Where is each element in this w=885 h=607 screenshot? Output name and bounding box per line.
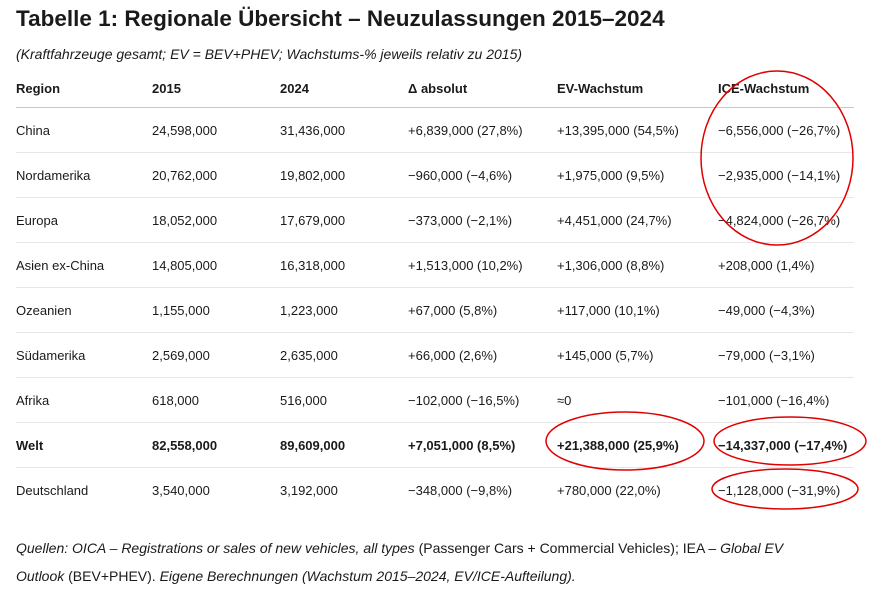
cell-ev-growth: +1,306,000 (8,8%)	[557, 242, 718, 288]
cell-region: Europa	[16, 197, 152, 243]
table-header-row: Region 2015 2024 Δ absolut EV-Wachstum I…	[16, 69, 854, 108]
cell-ice-growth: −4,824,000 (−26,7%)	[718, 197, 854, 243]
source-oica-note: (Passenger Cars + Commercial Vehicles); …	[418, 540, 717, 556]
cell-2015: 14,805,000	[152, 242, 280, 288]
cell-delta: −102,000 (−16,5%)	[408, 377, 557, 423]
cell-2024: 2,635,000	[280, 332, 408, 378]
table-row: Deutschland 3,540,000 3,192,000 −348,000…	[16, 468, 854, 513]
header-2015: 2015	[152, 69, 280, 108]
cell-2024: 31,436,000	[280, 107, 408, 153]
table-row: Asien ex-China 14,805,000 16,318,000 +1,…	[16, 242, 854, 288]
cell-ice-growth: −1,128,000 (−31,9%)	[718, 482, 841, 498]
cell-2024: 3,192,000	[280, 482, 338, 498]
cell-2015: 82,558,000	[152, 422, 280, 468]
cell-2015: 618,000	[152, 377, 280, 423]
cell-2024: 16,318,000	[280, 242, 408, 288]
cell-region: Südamerika	[16, 332, 152, 378]
table-row: Europa 18,052,000 17,679,000 −373,000 (−…	[16, 197, 854, 243]
cell-delta: −373,000 (−2,1%)	[408, 197, 557, 243]
source-own-calculations: Eigene Berechnungen (Wachstum 2015–2024,…	[159, 568, 576, 584]
source-oica: OICA – Registrations or sales of new veh…	[72, 540, 415, 556]
cell-ice-growth: −49,000 (−4,3%)	[718, 287, 854, 333]
header-delta: Δ absolut	[408, 69, 557, 108]
cell-ice-growth: −14,337,000 (−17,4%)	[718, 422, 854, 468]
cell-region: Welt	[16, 422, 152, 468]
cell-delta: +66,000 (2,6%)	[408, 332, 557, 378]
cell-ev-growth: +4,451,000 (24,7%)	[557, 197, 718, 243]
table-row: Ozeanien 1,155,000 1,223,000 +67,000 (5,…	[16, 287, 854, 333]
table-subtitle: (Kraftfahrzeuge gesamt; EV = BEV+PHEV; W…	[16, 46, 523, 62]
cell-ev-growth: +780,000 (22,0%)	[557, 482, 661, 498]
sources-note: Quellen: OICA – Registrations or sales o…	[16, 534, 816, 590]
cell-ice-growth: −79,000 (−3,1%)	[718, 332, 854, 378]
cell-2015: 20,762,000	[152, 152, 280, 198]
header-region: Region	[16, 69, 152, 108]
source-iea: Global EV Outlook	[16, 540, 784, 584]
regional-overview-table: Region 2015 2024 Δ absolut EV-Wachstum I…	[16, 69, 854, 512]
cell-2015: 24,598,000	[152, 107, 280, 153]
cell-ev-growth: ≈0	[557, 377, 718, 423]
table-title: Tabelle 1: Regionale Übersicht – Neuzula…	[16, 6, 665, 31]
header-2024: 2024	[280, 69, 408, 108]
cell-2015: 3,540,000	[152, 482, 210, 498]
cell-ice-growth: −6,556,000 (−26,7%)	[718, 107, 854, 153]
table-row: Südamerika 2,569,000 2,635,000 +66,000 (…	[16, 332, 854, 378]
cell-2024: 17,679,000	[280, 197, 408, 243]
cell-2015: 2,569,000	[152, 332, 280, 378]
table-row: Nordamerika 20,762,000 19,802,000 −960,0…	[16, 152, 854, 198]
cell-delta: +6,839,000 (27,8%)	[408, 107, 557, 153]
cell-ice-growth: −2,935,000 (−14,1%)	[718, 152, 854, 198]
sources-label: Quellen:	[16, 540, 69, 556]
cell-region: Deutschland	[16, 482, 89, 498]
cell-delta: +7,051,000 (8,5%)	[408, 422, 557, 468]
header-ice-growth: ICE-Wachstum	[718, 69, 854, 108]
cell-2024: 19,802,000	[280, 152, 408, 198]
source-iea-note: (BEV+PHEV).	[68, 568, 156, 584]
cell-region: China	[16, 107, 152, 153]
cell-2024: 1,223,000	[280, 287, 408, 333]
cell-delta: −348,000 (−9,8%)	[408, 482, 513, 498]
header-ev-growth: EV-Wachstum	[557, 69, 718, 108]
table-row: China 24,598,000 31,436,000 +6,839,000 (…	[16, 107, 854, 153]
cell-delta: +1,513,000 (10,2%)	[408, 242, 557, 288]
cell-ev-growth: +13,395,000 (54,5%)	[557, 107, 718, 153]
cell-ice-growth: −101,000 (−16,4%)	[718, 377, 854, 423]
cell-2024: 516,000	[280, 377, 408, 423]
cell-ev-growth: +21,388,000 (25,9%)	[557, 422, 718, 468]
cell-ev-growth: +117,000 (10,1%)	[557, 287, 718, 333]
cell-2015: 1,155,000	[152, 287, 280, 333]
cell-region: Afrika	[16, 377, 152, 423]
cell-region: Ozeanien	[16, 287, 152, 333]
cell-delta: +67,000 (5,8%)	[408, 287, 557, 333]
cell-region: Nordamerika	[16, 152, 152, 198]
cell-delta: −960,000 (−4,6%)	[408, 152, 557, 198]
table-row-world-total: Welt 82,558,000 89,609,000 +7,051,000 (8…	[16, 422, 854, 468]
cell-region: Asien ex-China	[16, 242, 152, 288]
table-row: Afrika 618,000 516,000 −102,000 (−16,5%)…	[16, 377, 854, 423]
cell-ev-growth: +145,000 (5,7%)	[557, 332, 718, 378]
cell-2024: 89,609,000	[280, 422, 408, 468]
cell-ice-growth: +208,000 (1,4%)	[718, 242, 854, 288]
cell-2015: 18,052,000	[152, 197, 280, 243]
cell-ev-growth: +1,975,000 (9,5%)	[557, 152, 718, 198]
